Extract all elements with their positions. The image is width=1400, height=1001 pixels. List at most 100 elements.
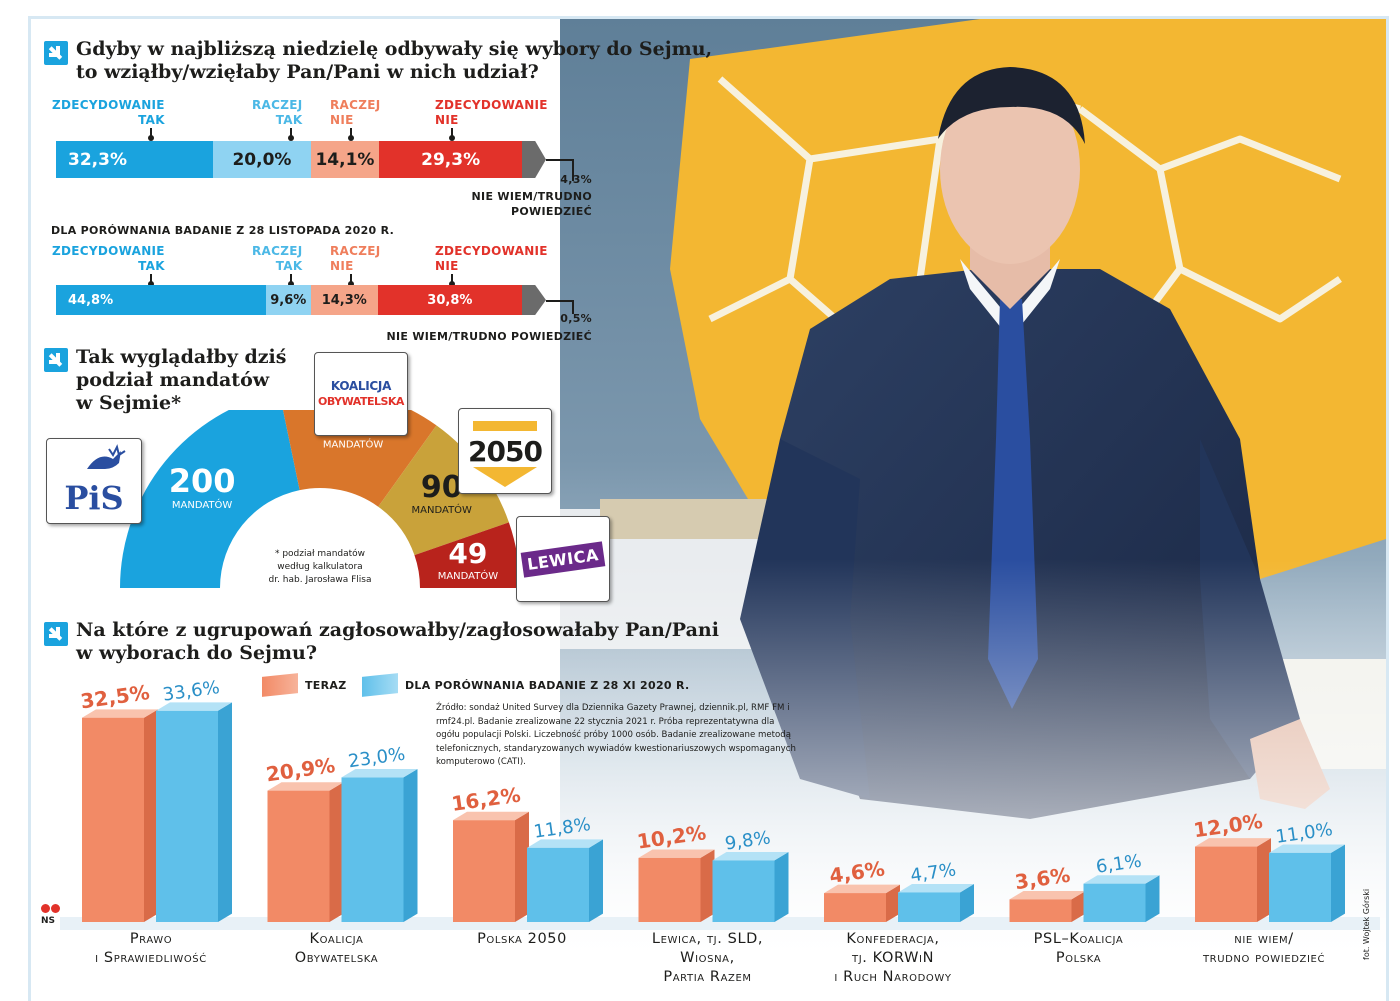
value-label-previous: 11,0%	[1274, 819, 1334, 848]
value-label-now: 12,0%	[1192, 809, 1264, 842]
bar-side-previous	[218, 702, 232, 922]
bar-previous	[1269, 852, 1331, 922]
bar-now	[1195, 846, 1257, 922]
section3-title: Na które z ugrupowań zagłosowałby/zagłos…	[76, 619, 719, 664]
bar-side-now	[700, 849, 715, 922]
bar-now	[1009, 899, 1072, 922]
bar-top-now	[1009, 890, 1086, 900]
bar-segment: 14,3%	[310, 285, 378, 315]
category-label-line1: RACZEJ	[252, 244, 303, 258]
category-label-line2: NIE	[330, 259, 354, 273]
bar-previous	[1083, 883, 1146, 922]
bar-side-now	[1071, 890, 1086, 922]
cc-badge: NS	[41, 904, 61, 926]
logo-polska-2050: 2050	[458, 408, 552, 494]
bar-segment: 32,3%	[56, 141, 214, 178]
photo-credit: fot. Wojtek Górski	[1362, 888, 1371, 960]
category-label: RACZEJ NIE	[330, 98, 381, 128]
bar-side-now	[886, 884, 900, 922]
category-label: ZDECYDOWANIE TAK	[52, 98, 165, 128]
seat-count: 90	[421, 470, 463, 505]
logo-pis-text: PiS	[64, 479, 124, 517]
legend-previous: DLA PORÓWNANIA BADANIE Z 28 XI 2020 R.	[405, 679, 690, 692]
category-label-line1: RACZEJ	[330, 244, 381, 258]
bar-top-now	[453, 811, 529, 821]
bar-previous	[712, 860, 775, 922]
dont-know-value-current: 4,3%	[560, 173, 592, 186]
seat-unit-label: MANDATÓW	[438, 569, 499, 582]
bar-segment: 30,8%	[377, 285, 522, 315]
value-label-now: 10,2%	[635, 820, 707, 853]
cc-icon	[51, 904, 60, 913]
seat-unit-label: MANDATÓW	[412, 503, 473, 516]
bar-side-previous	[589, 839, 603, 922]
bar-segment: 20,0%	[213, 141, 311, 178]
connector-line-2	[546, 300, 574, 314]
bar-segment-value: 30,8%	[427, 292, 473, 308]
value-label-previous: 4,7%	[909, 859, 957, 886]
category-label-line1: ZDECYDOWANIE	[435, 244, 548, 258]
seats-footnote: * podział mandatów według kalkulatora dr…	[268, 549, 372, 585]
bar-previous	[898, 892, 960, 922]
seat-sector	[378, 425, 509, 556]
value-label-previous: 33,6%	[161, 677, 221, 706]
category-tick	[148, 128, 154, 141]
bar-segment-value: 44,8%	[68, 292, 114, 308]
bar-segment: 14,1%	[310, 141, 380, 178]
category-tick	[348, 128, 354, 141]
bar-now	[638, 857, 701, 922]
bar-segment: 44,8%	[56, 285, 266, 315]
logo-lewica: LEWICA	[516, 516, 610, 602]
logo-ko: KOALICJA OBYWATELSKA	[314, 352, 408, 436]
frame-right	[1386, 16, 1400, 1001]
bar-top-previous	[341, 769, 418, 778]
party-label: Lewica, tj. SLD, Wiosna, Partia Razem	[651, 931, 764, 985]
category-label-line1: ZDECYDOWANIE	[52, 244, 165, 258]
category-label-line2: NIE	[435, 113, 459, 127]
category-label-line1: ZDECYDOWANIE	[435, 98, 548, 112]
party-label: Prawo i Sprawiedliwość	[95, 931, 207, 966]
logo-pis: PiS	[46, 438, 142, 524]
category-label: ZDECYDOWANIE NIE	[435, 244, 548, 274]
category-tick	[449, 128, 455, 141]
bar-segment-value: 9,6%	[270, 292, 307, 308]
category-tick	[288, 128, 294, 141]
bar-top-now	[638, 849, 715, 858]
bar-segment-value: 29,3%	[421, 149, 481, 170]
bar-side-previous	[1145, 875, 1160, 922]
value-label-previous: 6,1%	[1095, 851, 1143, 878]
section2-title: Tak wyglądałby dziś podział mandatów w S…	[76, 346, 287, 414]
bar-now	[267, 790, 330, 922]
logo-lewica-text: LEWICA	[520, 540, 606, 578]
arrow-down-right-icon	[44, 622, 68, 646]
value-label-now: 3,6%	[1013, 863, 1071, 894]
vote-bar-chart: 32,5% 33,6% 20,9% 23,0% 16,2% 11,8% 10,2% 9,8% 4…	[60, 677, 1380, 930]
category-tick	[288, 274, 294, 287]
author-initials: NS	[41, 916, 56, 926]
bar-previous	[527, 847, 589, 922]
party-label: Polska 2050	[477, 931, 567, 947]
bar-top-now	[1195, 838, 1271, 847]
party-label: nie wiem/ trudno powiedzieć	[1202, 931, 1326, 966]
category-label: ZDECYDOWANIE TAK	[52, 244, 165, 274]
bar-side-previous	[403, 769, 418, 922]
bar-previous	[156, 710, 218, 922]
cc-icon	[41, 904, 50, 913]
value-label-now: 20,9%	[264, 753, 336, 786]
arrow-down-right-icon	[44, 348, 68, 372]
bar-now	[82, 717, 144, 922]
category-label-line2: TAK	[138, 259, 165, 273]
bar-segment: 29,3%	[379, 141, 522, 178]
value-label-now: 32,5%	[79, 680, 151, 713]
category-label: RACZEJ TAK	[252, 98, 303, 128]
bar-side-now	[515, 811, 529, 922]
arrow-down-right-icon	[44, 41, 68, 65]
photo-illustration	[560, 19, 1386, 1001]
bar-side-previous	[960, 884, 974, 922]
category-label-line1: RACZEJ	[330, 98, 381, 112]
connector-line	[546, 159, 574, 181]
category-label-line2: TAK	[138, 113, 165, 127]
value-label-now: 16,2%	[450, 783, 522, 816]
turnout-bar-current: 32,3% 20,0% 14,1% 29,3%	[56, 141, 546, 178]
